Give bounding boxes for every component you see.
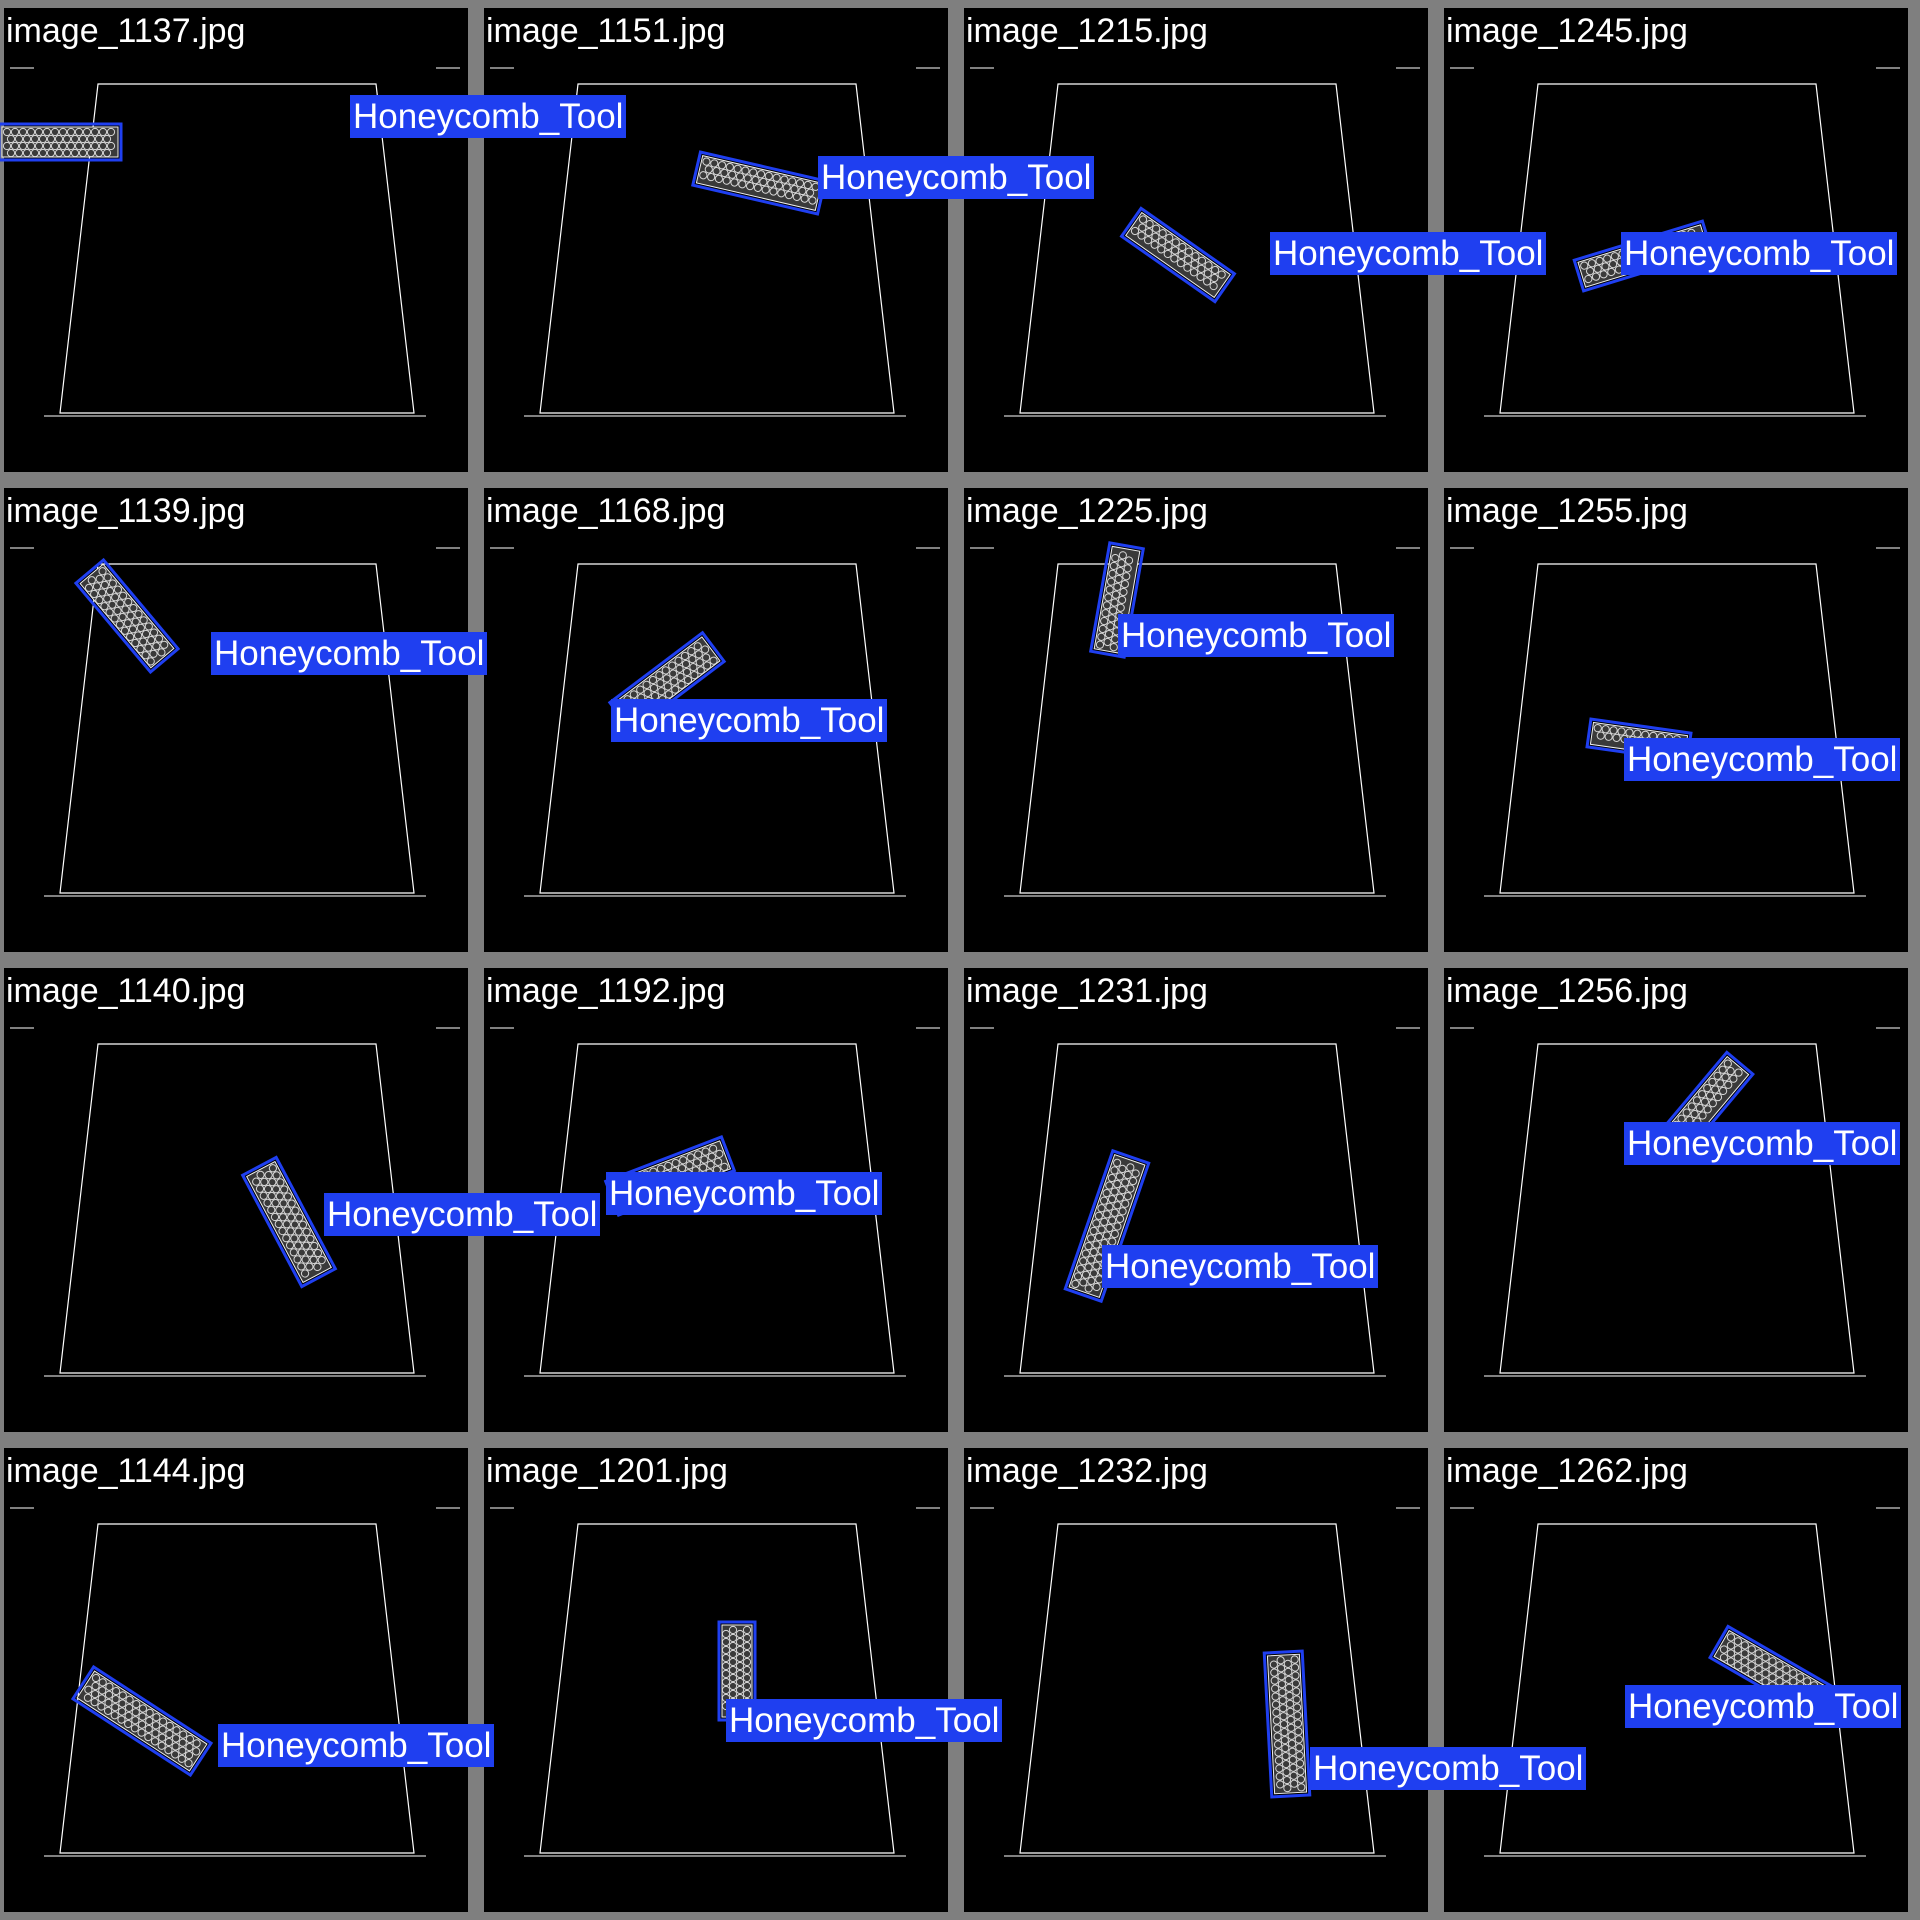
honeycomb-tool-object <box>0 122 123 162</box>
image-filename: image_1262.jpg <box>1446 1452 1688 1490</box>
workspace-outline <box>970 1027 1420 1377</box>
detection-bounding-box <box>0 122 123 162</box>
detection-label: Honeycomb_Tool <box>1621 232 1898 275</box>
honeycomb-tool-object <box>1088 541 1146 659</box>
detection-label: Honeycomb_Tool <box>211 632 488 675</box>
workspace-trapezoid <box>59 83 415 414</box>
result-tile: image_1139.jpg Honeycomb_Tool <box>4 488 488 952</box>
workspace-outline <box>1450 547 1900 897</box>
honeycomb-tool-object <box>1119 206 1237 304</box>
workspace-outline <box>10 547 460 897</box>
workspace-outline <box>1450 1027 1900 1377</box>
workspace-trapezoid <box>539 1043 895 1374</box>
result-tile: image_1140.jpg Honeycomb_Tool <box>4 968 601 1432</box>
workspace-trapezoid <box>59 563 415 894</box>
honeycomb-tool-object <box>240 1155 338 1289</box>
detection-bounding-box <box>73 557 181 675</box>
detection-label: Honeycomb_Tool <box>1624 1122 1901 1165</box>
workspace-trapezoid <box>1019 1523 1375 1854</box>
image-filename: image_1201.jpg <box>486 1452 728 1490</box>
detection-label: Honeycomb_Tool <box>1270 232 1547 275</box>
result-tile: image_1231.jpg Honeycomb_Tool <box>964 968 1428 1432</box>
detection-bounding-box <box>1119 206 1237 304</box>
workspace-trapezoid <box>1499 1523 1855 1854</box>
honeycomb-tool-object <box>1063 1148 1151 1304</box>
detection-label: Honeycomb_Tool <box>1624 738 1901 781</box>
workspace-trapezoid <box>539 83 895 414</box>
detection-bounding-box <box>1063 1148 1151 1304</box>
result-tile: image_1262.jpg Honeycomb_Tool <box>1444 1448 1908 1912</box>
image-filename: image_1151.jpg <box>486 12 726 50</box>
result-tile: image_1201.jpg Honeycomb_Tool <box>484 1448 1003 1912</box>
result-tile: image_1168.jpg Honeycomb_Tool <box>484 488 948 952</box>
detection-label: Honeycomb_Tool <box>606 1172 883 1215</box>
detection-bounding-box <box>1088 541 1146 659</box>
detection-label: Honeycomb_Tool <box>726 1699 1003 1742</box>
result-tile: image_1137.jpg Honeycomb_Tool <box>0 8 627 472</box>
workspace-trapezoid <box>539 563 895 894</box>
workspace-trapezoid <box>1019 1043 1375 1374</box>
workspace-trapezoid <box>1499 83 1855 414</box>
workspace-trapezoid <box>59 1523 415 1854</box>
image-filename: image_1140.jpg <box>6 972 246 1010</box>
workspace-trapezoid <box>539 1523 895 1854</box>
detection-bounding-box <box>70 1664 214 1778</box>
workspace-trapezoid <box>1019 83 1375 414</box>
workspace-outline <box>1450 1507 1900 1857</box>
workspace-outline <box>490 1507 940 1857</box>
image-filename: image_1137.jpg <box>6 12 246 50</box>
image-filename: image_1255.jpg <box>1446 492 1688 530</box>
honeycomb-tool-object <box>691 150 827 216</box>
image-filename: image_1225.jpg <box>966 492 1208 530</box>
result-tile: image_1225.jpg Honeycomb_Tool <box>964 488 1428 952</box>
result-tile: image_1255.jpg Honeycomb_Tool <box>1444 488 1908 952</box>
detection-bounding-box <box>1262 1649 1312 1799</box>
detection-label: Honeycomb_Tool <box>611 699 888 742</box>
detection-label: Honeycomb_Tool <box>818 156 1095 199</box>
honeycomb-tool-object <box>70 1664 214 1778</box>
workspace-outline <box>10 1507 460 1857</box>
workspace-outline <box>970 1507 1420 1857</box>
detection-label: Honeycomb_Tool <box>218 1724 495 1767</box>
image-filename: image_1256.jpg <box>1446 972 1688 1010</box>
result-tile: image_1151.jpg Honeycomb_Tool <box>484 8 1095 472</box>
detection-bounding-box <box>240 1155 338 1289</box>
image-filename: image_1232.jpg <box>966 1452 1208 1490</box>
detection-label: Honeycomb_Tool <box>324 1193 601 1236</box>
result-tile: image_1232.jpg Honeycomb_Tool <box>964 1448 1587 1912</box>
result-tile: image_1215.jpg Honeycomb_Tool <box>964 8 1547 472</box>
workspace-outline <box>0 67 460 417</box>
result-tile: image_1144.jpg Honeycomb_Tool <box>4 1448 495 1912</box>
workspace-outline <box>490 67 940 417</box>
detection-label: Honeycomb_Tool <box>1625 1685 1902 1728</box>
image-filename: image_1139.jpg <box>6 492 246 530</box>
image-filename: image_1168.jpg <box>486 492 726 530</box>
detection-label: Honeycomb_Tool <box>1118 614 1395 657</box>
workspace-trapezoid <box>1499 563 1855 894</box>
workspace-outline <box>970 541 1420 897</box>
honeycomb-tool-object <box>1262 1649 1312 1799</box>
image-filename: image_1192.jpg <box>486 972 726 1010</box>
workspace-trapezoid <box>1499 1043 1855 1374</box>
detection-label: Honeycomb_Tool <box>1102 1245 1379 1288</box>
image-filename: image_1144.jpg <box>6 1452 246 1490</box>
workspace-trapezoid <box>1019 563 1375 894</box>
honeycomb-tool-object <box>73 557 181 675</box>
workspace-trapezoid <box>59 1043 415 1374</box>
detection-label: Honeycomb_Tool <box>1310 1747 1587 1790</box>
image-filename: image_1245.jpg <box>1446 12 1688 50</box>
image-filename: image_1231.jpg <box>966 972 1208 1010</box>
result-tile: image_1256.jpg Honeycomb_Tool <box>1444 968 1908 1432</box>
workspace-outline <box>970 67 1420 417</box>
image-filename: image_1215.jpg <box>966 12 1208 50</box>
workspace-outline <box>10 1027 460 1377</box>
detection-label: Honeycomb_Tool <box>350 95 627 138</box>
